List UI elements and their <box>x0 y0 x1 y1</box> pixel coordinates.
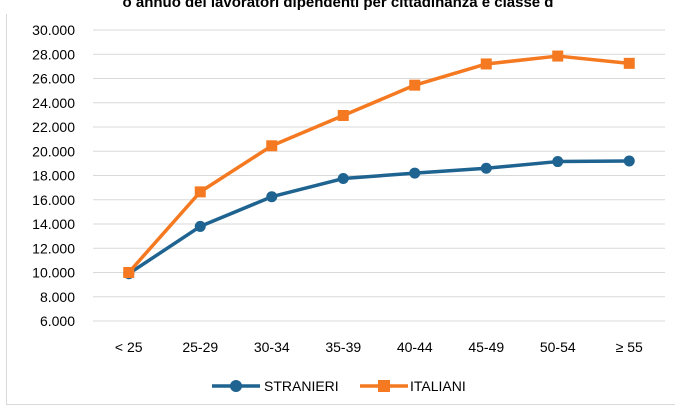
series-lines <box>127 54 630 276</box>
data-point <box>123 267 135 278</box>
data-point <box>194 220 206 232</box>
y-tick-label: 6.000 <box>40 313 75 329</box>
y-tick-label: 22.000 <box>32 119 75 135</box>
y-tick-label: 24.000 <box>32 95 75 111</box>
legend-marker <box>230 380 242 392</box>
y-tick-label: 26.000 <box>32 71 75 87</box>
legend-label: ITALIANI <box>410 378 466 394</box>
y-tick-label: 28.000 <box>32 46 75 62</box>
legend-label: STRANIERI <box>264 378 339 394</box>
data-point <box>337 173 349 185</box>
gridlines <box>93 29 665 322</box>
y-tick-label: 20.000 <box>32 143 75 159</box>
chart-frame <box>6 14 675 405</box>
x-tick-label: 35-39 <box>325 339 361 355</box>
y-axis-ticks: 6.000 8.000 10.000 12.000 14.000 16.000 18.000… <box>32 22 75 329</box>
series-line-stranieri <box>127 159 630 276</box>
x-tick-label: 45-49 <box>468 339 504 355</box>
x-tick-label: 25-29 <box>182 339 218 355</box>
y-tick-label: 16.000 <box>32 192 75 208</box>
data-point <box>266 191 278 203</box>
y-tick-label: 14.000 <box>32 216 75 232</box>
y-tick-label: 30.000 <box>32 22 75 38</box>
y-tick-label: 10.000 <box>32 265 75 281</box>
y-tick-label: 12.000 <box>32 240 75 256</box>
data-point <box>623 57 635 69</box>
data-point <box>409 79 421 91</box>
data-point <box>480 58 492 70</box>
data-point <box>266 140 278 152</box>
x-tick-label: < 25 <box>115 339 143 355</box>
chart-title: o annuo dei lavoratori dipendenti per ci… <box>122 0 554 11</box>
y-tick-label: 8.000 <box>40 289 75 305</box>
x-tick-label: 50-54 <box>540 339 576 355</box>
legend-marker <box>378 380 390 392</box>
data-point <box>552 50 564 62</box>
data-point <box>480 162 492 174</box>
legend: STRANIERI ITALIANI <box>212 378 466 394</box>
data-point <box>623 155 635 167</box>
x-axis-ticks: < 25 25-29 30-34 35-39 40-44 45-49 50-54 ≥ 55 <box>115 339 643 355</box>
series-line-italiani <box>127 54 630 274</box>
series-markers <box>123 50 635 280</box>
data-point <box>409 167 421 179</box>
x-tick-label: 30-34 <box>254 339 290 355</box>
x-tick-label: ≥ 55 <box>616 339 643 355</box>
x-tick-label: 40-44 <box>397 339 433 355</box>
data-point <box>552 156 564 168</box>
data-point <box>194 186 206 198</box>
data-point <box>337 109 349 121</box>
y-tick-label: 18.000 <box>32 168 75 184</box>
